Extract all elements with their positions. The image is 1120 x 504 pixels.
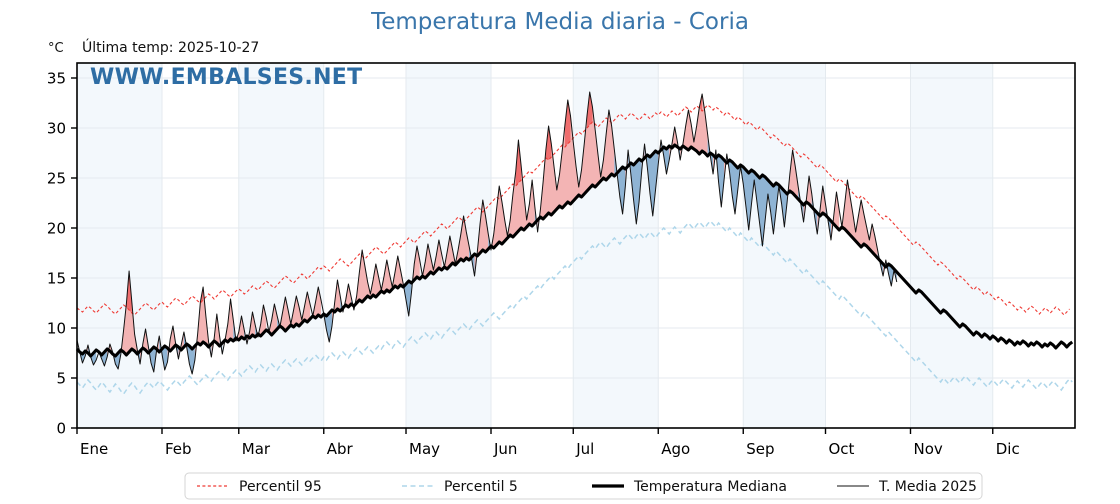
axes (76, 62, 1076, 429)
fill-below-median (614, 150, 626, 214)
month-band (238, 63, 324, 428)
month-band (743, 63, 826, 428)
x-tick-label: Jul (575, 440, 594, 458)
x-tick-label: Oct (829, 440, 855, 458)
x-tick-label: Feb (165, 440, 192, 458)
series-lines (75, 91, 1074, 396)
fill-below-median (885, 260, 897, 286)
y-tick-label: 30 (47, 120, 66, 138)
series-percentil-5 (76, 219, 1073, 396)
y-tick-label: 10 (47, 320, 66, 338)
fill-below-median (644, 144, 659, 216)
y-tick-label: 5 (56, 370, 66, 388)
fill-below-median (715, 150, 725, 207)
month-band (77, 63, 162, 428)
fill-below-median (159, 336, 168, 370)
fill-above-median (140, 329, 149, 364)
month-band (910, 63, 993, 428)
legend-temperatura-mediana-label[interactable]: Temperatura Mediana (633, 479, 787, 495)
y-tick-label: 15 (47, 270, 66, 288)
y-tick-label: 35 (47, 70, 66, 88)
x-tick-label: Sep (746, 440, 774, 458)
fill-above-median (353, 250, 404, 310)
fill-above-median (817, 186, 826, 234)
series-temperatura-mediana (75, 143, 1074, 358)
x-tick-label: Ago (661, 440, 690, 458)
fill-above-median (444, 216, 470, 269)
plot-frame (76, 62, 1076, 429)
header-group: Temperatura Media diaria - Coria °C Última… (48, 9, 749, 90)
x-tick-label: Abr (327, 440, 354, 458)
fill-below-median (183, 332, 195, 374)
fill-below-median (323, 310, 332, 342)
y-tick-label: 20 (47, 220, 66, 238)
month-band (573, 63, 659, 428)
fill-above-p95 (545, 126, 552, 160)
legend-t-media-2025-label[interactable]: T. Media 2025 (878, 479, 977, 495)
y-axis-unit-label: °C (48, 41, 64, 56)
fill-above-p95 (126, 271, 132, 313)
fill-above-median (803, 176, 812, 222)
fill-above-median (680, 94, 708, 160)
fill-above-p95 (515, 140, 522, 186)
fill-above-median (537, 92, 615, 232)
y-axis: 0 5 10 15 20 25 30 35 (47, 70, 77, 438)
legend-box (184, 472, 983, 500)
fill-above-p95 (565, 100, 571, 147)
legend-percentil-5-label[interactable]: Percentil 5 (444, 479, 518, 495)
fill-above-median (830, 192, 840, 240)
x-tick-label: Mar (242, 440, 271, 458)
fill-above-median (312, 287, 322, 318)
fill-above-median (211, 314, 220, 357)
x-tick-label: May (409, 440, 440, 458)
fill-above-median (120, 271, 138, 355)
fill-above-median (268, 304, 278, 335)
legend-percentil-95-label[interactable]: Percentil 95 (239, 479, 322, 495)
fill-above-median (474, 200, 489, 276)
fill-above-median (225, 299, 234, 342)
y-tick-label: 25 (47, 170, 66, 188)
watermark: WWW.EMBALSES.NET (90, 65, 362, 90)
fill-above-median (167, 326, 176, 362)
last-temp-label: Última temp: 2025-10-27 (82, 38, 259, 56)
x-axis: Ene Feb Mar Abr May Jun Jul Ago Sep Oct Nov Dic (76, 428, 1020, 458)
x-tick-label: Dic (996, 440, 1020, 458)
month-bands (77, 63, 993, 428)
fill-above-median (331, 280, 341, 326)
fill-above-median (787, 150, 799, 202)
y-tick-label: 0 (56, 420, 66, 438)
x-tick-label: Ene (80, 440, 108, 458)
x-tick-label: Nov (913, 440, 942, 458)
page-title: Temperatura Media diaria - Coria (370, 9, 749, 35)
legend: Percentil 95 Percentil 5 Temperatura Media… (184, 472, 983, 500)
fill-above-median (669, 127, 678, 160)
x-tick-label: Jun (493, 440, 517, 458)
